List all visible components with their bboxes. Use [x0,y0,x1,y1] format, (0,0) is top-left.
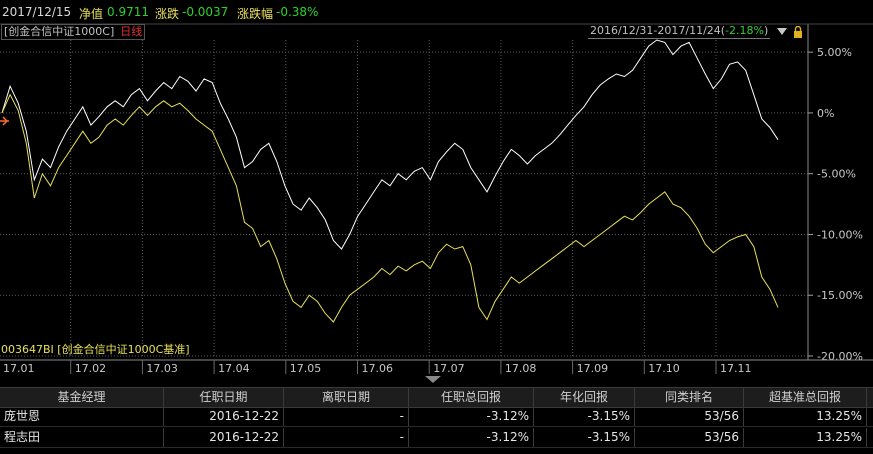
date-label: 2017/12/15 [2,5,72,19]
cell-manager: 庞世恩 [0,407,164,426]
change-pct-label: 涨跌幅 [237,7,274,21]
date-range-tag: 2016/12/31-2017/11/24(-2.18%) [588,24,771,39]
y-tick-label: -10.00% [817,228,863,241]
change-pct-value: -0.38% [276,5,319,19]
y-tick-label: 0% [817,107,834,120]
col-start-date[interactable]: 任职日期 [164,388,284,407]
fund-series-line [1,39,779,250]
cell-start-date: 2016-12-22 [164,407,284,426]
info-bar: 2017/12/15 净值 0.9711 涨跌 -0.0037 涨跌幅 -0.3… [0,0,873,26]
y-tick-label: -5.00% [817,168,856,181]
collapse-arrow-icon[interactable] [425,376,441,383]
x-tick-label: 17.03 [146,362,178,375]
table-row[interactable]: 程志田 2016-12-22 - -3.12% -3.15% 53/56 13.… [0,428,873,448]
period-label[interactable]: 日线 [120,25,143,38]
chart-axes: 5.00% 0% -5.00% -10.00% -15.00% -20.00% 17.01 1… [0,23,873,375]
cell-end-date: - [284,428,409,447]
col-rank[interactable]: 同类排名 [635,388,744,407]
table-row[interactable]: 庞世恩 2016-12-22 - -3.12% -3.15% 53/56 13.… [0,407,873,427]
fund-name: [创金合信中证1000C] [4,25,115,38]
benchmark-series-line [1,93,779,323]
y-tick-label: 5.00% [817,46,852,59]
cell-total-return: -3.12% [409,407,534,426]
change-value: -0.0037 [182,5,229,19]
x-tick-label: 17.02 [75,362,107,375]
range-pct: -2.18% [725,24,764,37]
y-tick-label: -15.00% [817,289,863,302]
dropdown-triangle-icon[interactable] [777,28,787,35]
y-tick-label: -20.00% [817,350,863,363]
range-controls [777,26,802,39]
manager-table: 基金经理 任职日期 离职日期 任职总回报 年化回报 同类排名 超基准总回报 庞世… [0,385,873,454]
col-excess-return[interactable]: 超基准总回报 [744,388,867,407]
cell-rank: 53/56 [635,407,744,426]
col-end-date[interactable]: 离职日期 [284,388,409,407]
lock-icon[interactable] [794,26,802,39]
col-manager[interactable]: 基金经理 [0,388,164,407]
x-tick-label: 17.07 [433,362,465,375]
x-tick-label: 17.05 [290,362,322,375]
x-tick-label: 17.06 [362,362,394,375]
cell-start-date: 2016-12-22 [164,428,284,447]
x-tick-label: 17.08 [505,362,537,375]
col-annual-return[interactable]: 年化回报 [534,388,635,407]
fund-name-tag: [创金合信中证1000C] 日线 [1,24,146,40]
benchmark-tag: 003647BI [创金合信中证1000C基准] [1,343,190,356]
range-close: ) [763,24,769,37]
start-marker-icon [0,116,9,126]
cell-manager: 程志田 [0,428,164,447]
nav-label: 净值 [79,7,104,21]
x-tick-label: 17.10 [648,362,680,375]
cell-end-date: - [284,407,409,426]
cell-excess-return: 13.25% [744,428,867,447]
chart-series [1,39,779,323]
col-total-return[interactable]: 任职总回报 [409,388,534,407]
chart-grid [0,40,808,357]
cell-annual-return: -3.15% [534,407,635,426]
cell-annual-return: -3.15% [534,428,635,447]
nav-value: 0.9711 [107,5,149,19]
cell-excess-return: 13.25% [744,407,867,426]
line-chart[interactable]: 5.00% 0% -5.00% -10.00% -15.00% -20.00% 17.01 1… [0,0,873,385]
x-tick-label: 17.11 [720,362,752,375]
table-header: 基金经理 任职日期 离职日期 任职总回报 年化回报 同类排名 超基准总回报 [0,387,873,408]
change-label: 涨跌 [155,7,180,21]
x-tick-label: 17.01 [3,362,35,375]
x-tick-label: 17.09 [577,362,609,375]
cell-rank: 53/56 [635,428,744,447]
cell-total-return: -3.12% [409,428,534,447]
x-tick-label: 17.04 [218,362,250,375]
range-text: 2016/12/31-2017/11/24( [590,24,726,37]
